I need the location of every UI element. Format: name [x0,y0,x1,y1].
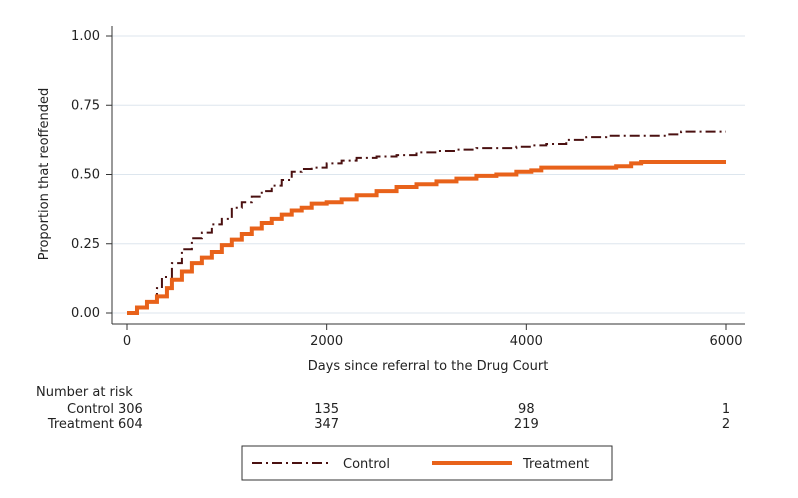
risk-table-header: Number at risk [36,385,133,400]
risk-value: 219 [514,417,539,432]
series-line-control [127,130,726,314]
y-tick-label: 0.75 [71,98,100,113]
x-ticks: 0 2000 4000 6000 [123,324,743,349]
y-tick-label: 0.00 [71,306,100,321]
series-group [127,130,726,315]
risk-value: 135 [314,402,339,417]
risk-value: 98 [518,402,535,417]
legend-treatment-label: Treatment [522,457,589,472]
y-tick-label: 0.25 [71,237,100,252]
x-tick-label: 0 [123,334,131,349]
legend: Control Treatment [241,445,613,481]
gridlines [112,35,745,314]
risk-value: 306 [118,402,143,417]
series-line-treatment [127,160,726,315]
risk-value: 2 [722,417,730,432]
x-tick-label: 4000 [510,334,543,349]
y-tick-label: 1.00 [71,29,100,44]
risk-value: 1 [722,402,730,417]
y-axis-title: Proportion that reoffended [37,88,52,260]
risk-value: 347 [314,417,339,432]
y-tick-label: 0.50 [71,168,100,183]
legend-box [241,445,613,481]
x-axis-title: Days since referral to the Drug Court [308,359,549,374]
risk-value: 604 [118,417,143,432]
risk-row-label: Control [67,402,114,417]
x-tick-label: 2000 [310,334,343,349]
risk-table: Number at risk Control 306 135 98 1 Treatment… [36,385,730,432]
legend-control-label: Control [343,457,390,472]
risk-row-label: Treatment [47,417,114,432]
y-ticks: 0.00 0.25 0.50 0.75 1.00 [71,29,112,321]
x-tick-label: 6000 [709,334,742,349]
